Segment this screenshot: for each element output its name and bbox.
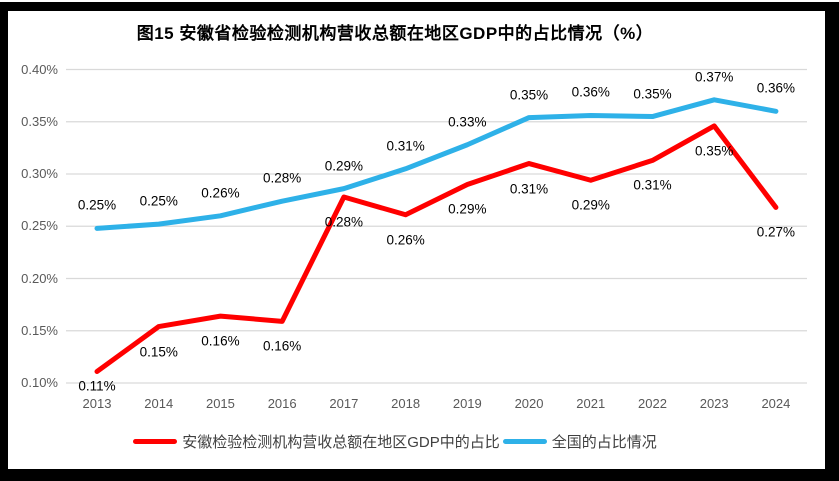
- x-axis-tick-label: 2022: [638, 396, 667, 411]
- data-label: 0.31%: [509, 181, 549, 197]
- legend: 安徽检验检测机构营收总额在地区GDP中的占比 全国的占比情况: [0, 429, 790, 453]
- x-axis-tick-label: 2016: [267, 396, 297, 411]
- x-axis-tick-label: 2020: [514, 396, 544, 411]
- x-axis-tick-label: 2023: [699, 396, 729, 411]
- data-label: 0.25%: [77, 197, 117, 213]
- x-axis-tick-label: 2013: [82, 396, 112, 411]
- legend-marker-anhui-line: [133, 438, 178, 444]
- data-label: 0.29%: [571, 197, 610, 213]
- data-label: 0.35%: [695, 143, 734, 159]
- data-label: 0.27%: [756, 224, 796, 240]
- data-label: 0.26%: [386, 232, 425, 248]
- x-axis-tick-label: 2015: [205, 396, 235, 411]
- x-axis-tick-label: 2019: [452, 396, 482, 411]
- data-label: 0.36%: [756, 80, 796, 96]
- data-label: 0.25%: [139, 193, 178, 209]
- data-label: 0.16%: [263, 338, 302, 354]
- data-label: 0.29%: [324, 158, 364, 174]
- y-axis-tick-label: 0.30%: [21, 166, 58, 181]
- data-label: 0.15%: [139, 344, 178, 360]
- window-border-right: [825, 2, 839, 481]
- y-axis-tick-label: 0.10%: [21, 375, 58, 390]
- legend-item-anhui: 安徽检验检测机构营收总额在地区GDP中的占比: [133, 431, 500, 452]
- legend-marker-national-line: [502, 438, 547, 444]
- data-label: 0.35%: [509, 87, 549, 103]
- window-border-top: [2, 2, 839, 11]
- y-axis-tick-label: 0.15%: [21, 322, 58, 338]
- data-label: 0.36%: [571, 84, 610, 100]
- x-axis-tick-label: 2014: [144, 396, 174, 411]
- y-axis-tick-label: 0.35%: [21, 113, 58, 129]
- data-label: 0.28%: [263, 170, 302, 186]
- data-label: 0.29%: [448, 201, 487, 217]
- series-line-0: [94, 123, 779, 375]
- data-label: 0.16%: [201, 333, 240, 349]
- chart-title: 图15 安徽省检验检测机构营收总额在地区GDP中的占比情况（%）: [136, 24, 654, 43]
- legend-label-anhui: 安徽检验检测机构营收总额在地区GDP中的占比: [182, 433, 500, 451]
- x-axis-tick-label: 2017: [329, 396, 359, 411]
- data-label: 0.31%: [386, 138, 425, 154]
- data-label: 0.33%: [448, 114, 487, 130]
- y-axis-tick-label: 0.20%: [21, 270, 58, 286]
- window-border-bottom: [0, 469, 839, 481]
- window-border-left: [0, 2, 8, 481]
- y-axis-tick-label: 0.40%: [21, 61, 58, 77]
- legend-label-national: 全国的占比情况: [551, 433, 657, 451]
- x-axis-tick-label: 2024: [761, 396, 791, 411]
- x-axis-tick-label: 2018: [391, 396, 421, 411]
- data-label: 0.37%: [695, 69, 734, 85]
- x-axis-tick-label: 2021: [576, 396, 606, 411]
- legend-item-national: 全国的占比情况: [502, 431, 657, 452]
- data-label: 0.35%: [633, 86, 672, 102]
- data-label: 0.26%: [201, 185, 240, 201]
- data-label: 0.31%: [633, 177, 672, 193]
- data-label: 0.11%: [78, 378, 116, 394]
- series-line-1: [94, 97, 779, 231]
- data-label: 0.28%: [324, 214, 364, 230]
- y-axis-tick-label: 0.25%: [21, 218, 58, 234]
